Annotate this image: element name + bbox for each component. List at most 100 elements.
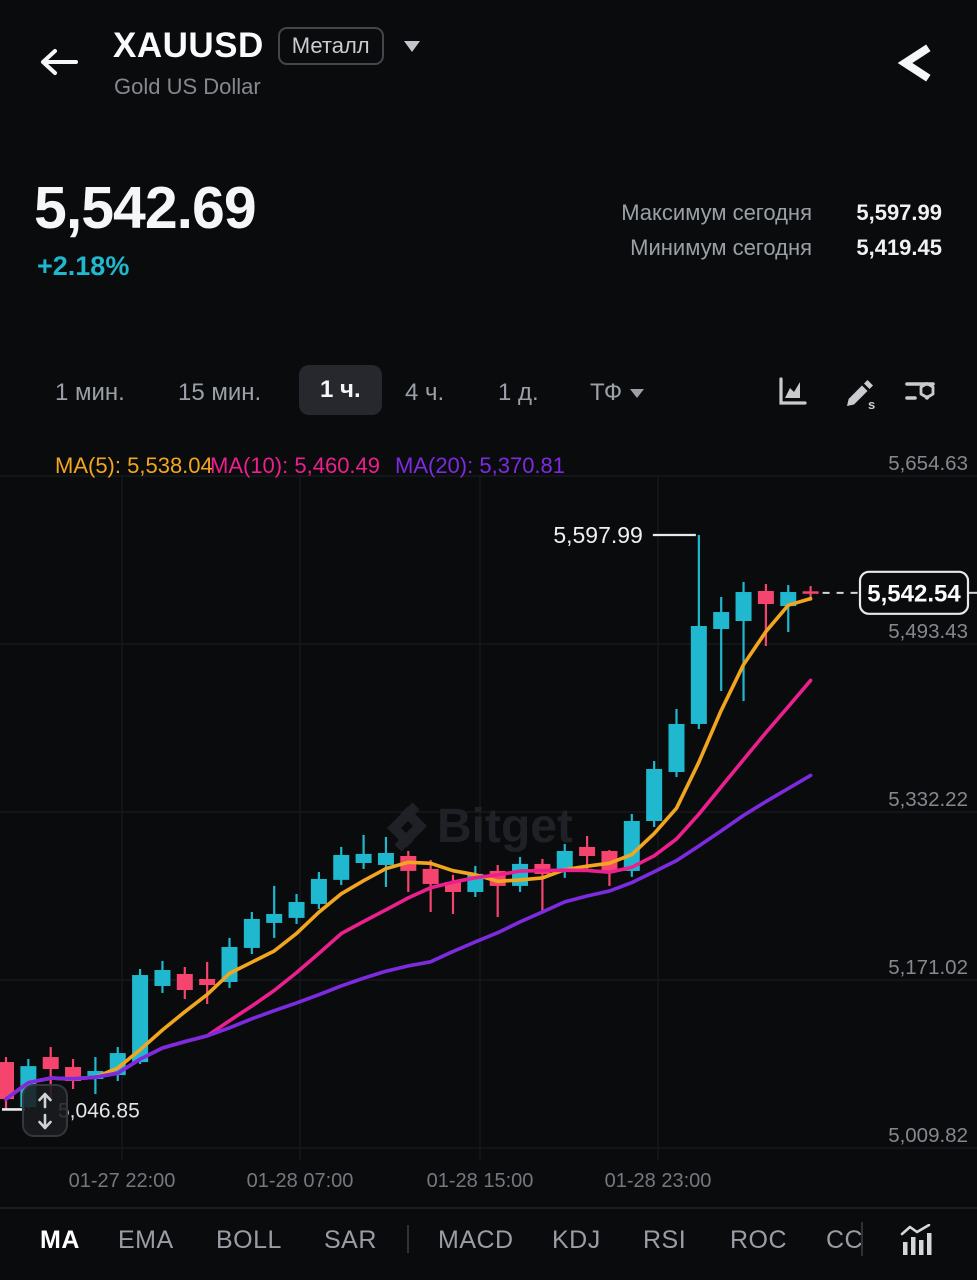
candle-body xyxy=(355,853,372,863)
candle-body xyxy=(601,851,618,871)
last-price-box xyxy=(858,570,970,615)
divider xyxy=(407,1225,409,1253)
price-scale-drag-handle[interactable] xyxy=(22,1084,68,1137)
indicator-tab-ema[interactable]: EMA xyxy=(118,1226,174,1254)
indicator-tab-rsi[interactable]: RSI xyxy=(643,1226,687,1254)
pencil-icon: s xyxy=(847,380,875,412)
candle-body xyxy=(87,1071,104,1080)
tab-1h-active[interactable]: 1 ч. xyxy=(299,365,382,415)
candle-body xyxy=(266,913,283,923)
candle-body xyxy=(132,975,149,1063)
chart-style-button[interactable] xyxy=(776,376,808,413)
candle-body xyxy=(422,868,439,884)
ma-5-line xyxy=(4,596,813,1101)
candle-body xyxy=(713,612,730,630)
watermark-text: Bitget xyxy=(437,800,573,853)
candle-body xyxy=(176,973,193,991)
chevron-down-icon[interactable] xyxy=(403,40,420,52)
time-tick: 01-27 22:00 xyxy=(68,1170,176,1192)
stat-high-row: Максимум сегодня 5,597.99 xyxy=(621,197,942,229)
indicator-tab-macd[interactable]: MACD xyxy=(438,1226,514,1254)
daily-stats: Максимум сегодня 5,597.99 Минимум сегодн… xyxy=(621,197,942,264)
candle-body xyxy=(377,852,394,865)
price-axis-label: 5,171.02 xyxy=(888,956,968,979)
timeframe-dropdown-label: ТФ xyxy=(590,379,623,406)
time-tick: 01-28 07:00 xyxy=(246,1170,354,1192)
stat-low-value: 5,419.45 xyxy=(856,235,942,260)
candle-body xyxy=(0,1062,14,1100)
indicator-tab-boll[interactable]: BOLL xyxy=(216,1226,282,1254)
watermark-logo xyxy=(386,802,428,852)
change-percent: +2.18% xyxy=(37,251,130,281)
last-price: 5,542.69 xyxy=(34,175,257,241)
instrument-title-row[interactable]: XAUUSD Металл xyxy=(113,26,420,66)
instrument-subtitle: Gold US Dollar xyxy=(114,74,261,99)
price-axis-label: 5,009.82 xyxy=(888,1124,968,1147)
stat-low-label: Минимум сегодня xyxy=(630,235,812,260)
indicator-tab-cci[interactable]: CC xyxy=(826,1226,864,1254)
bar-chart-icon xyxy=(900,1223,932,1255)
low-marker-label: 5,046.85 xyxy=(58,1099,140,1122)
candle-body xyxy=(802,591,819,594)
share-button[interactable] xyxy=(897,44,933,87)
candle-body xyxy=(668,723,685,773)
candle-body xyxy=(556,851,573,872)
candle-body xyxy=(333,854,350,880)
candle-body xyxy=(42,1057,59,1070)
candle-body xyxy=(199,978,216,986)
high-callout-label: 5,597.99 xyxy=(553,522,643,548)
candlestick-chart[interactable]: Bitget 5,597.99 5,046.85 5,542.54 5,654.63 5,… xyxy=(0,450,977,1160)
price-axis-label: 5,654.63 xyxy=(888,452,968,475)
stat-high-label: Максимум сегодня xyxy=(621,200,812,225)
last-price-box-label: 5,542.54 xyxy=(867,580,961,607)
arrow-left-icon xyxy=(41,49,78,75)
candle-body xyxy=(288,901,305,918)
ma-20-line xyxy=(4,773,813,1101)
indicator-tab-roc[interactable]: ROC xyxy=(730,1226,788,1254)
indicator-tab-kdj[interactable]: KDJ xyxy=(552,1226,601,1254)
divider xyxy=(861,1222,863,1256)
ma5-legend: MA(5): 5,538.04 xyxy=(55,453,213,478)
indicator-bar: MA EMA BOLL SAR MACD KDJ RSI ROC CC xyxy=(0,1207,977,1280)
tab-15min[interactable]: 15 мин. xyxy=(178,379,262,406)
candle-body xyxy=(512,863,529,886)
price-axis-label: 5,493.43 xyxy=(888,620,968,643)
share-icon xyxy=(897,44,931,82)
tab-1d[interactable]: 1 д. xyxy=(498,379,539,406)
ma20-legend: MA(20): 5,370.81 xyxy=(395,453,566,478)
candle-body xyxy=(154,970,171,986)
price-axis-label: 5,332.22 xyxy=(888,788,968,811)
svg-text:s: s xyxy=(868,397,875,412)
up-down-arrows-icon xyxy=(38,1092,52,1129)
indicator-tab-sar[interactable]: SAR xyxy=(324,1226,377,1254)
more-indicators-button[interactable] xyxy=(898,1223,934,1263)
candle-body xyxy=(757,590,774,605)
indicator-tab-ma[interactable]: MA xyxy=(40,1226,80,1254)
category-badge: Металл xyxy=(277,27,384,65)
candle-body xyxy=(735,592,752,621)
chevron-down-icon xyxy=(630,388,645,398)
stat-low-row: Минимум сегодня 5,419.45 xyxy=(621,232,942,264)
tab-4h[interactable]: 4 ч. xyxy=(405,379,445,406)
candle-body xyxy=(445,881,461,892)
price-chart-area[interactable]: Bitget 5,597.99 5,046.85 5,542.54 5,654.63 5,… xyxy=(0,450,977,1160)
page-title: XAUUSD xyxy=(113,26,264,65)
time-tick: 01-28 15:00 xyxy=(426,1170,534,1192)
timeframe-dropdown[interactable]: ТФ xyxy=(590,379,645,407)
candle-body xyxy=(690,625,707,724)
ma10-legend: MA(10): 5,460.49 xyxy=(210,453,381,478)
kline-chart-icon xyxy=(779,377,807,405)
time-tick: 01-28 23:00 xyxy=(604,1170,712,1192)
time-axis: 01-27 22:00 01-28 07:00 01-28 15:00 01-2… xyxy=(0,1162,977,1206)
candle-body xyxy=(310,878,327,904)
settings-sliders-icon xyxy=(905,382,935,400)
back-button[interactable] xyxy=(36,40,84,84)
candle-body xyxy=(579,846,596,857)
candle-body xyxy=(623,820,640,871)
stat-high-value: 5,597.99 xyxy=(856,200,942,225)
draw-tools-button[interactable]: s xyxy=(841,376,877,417)
indicator-settings-button[interactable] xyxy=(903,376,937,413)
candle-body xyxy=(646,768,663,821)
tab-1min[interactable]: 1 мин. xyxy=(55,379,125,406)
